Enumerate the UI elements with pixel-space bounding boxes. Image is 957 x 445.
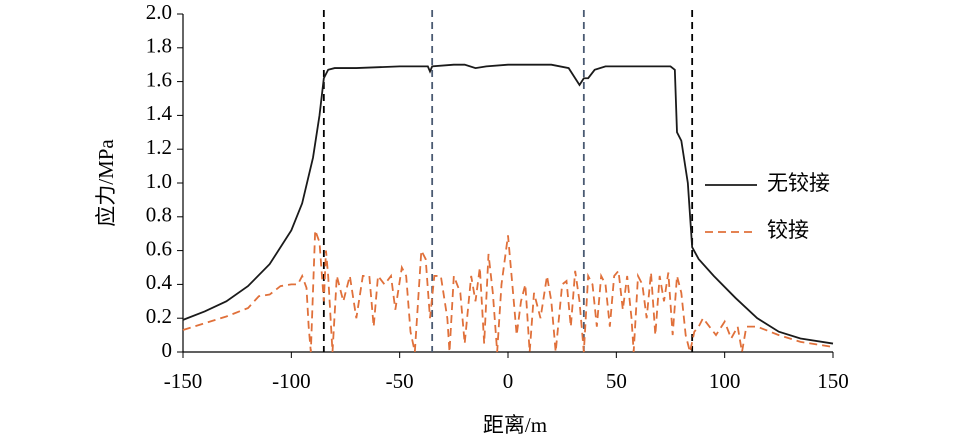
y-axis-label: 应力/MPa (94, 139, 118, 227)
legend-label: 无铰接 (767, 171, 830, 195)
y-tick-label: 1.0 (146, 169, 172, 193)
series-line (182, 230, 834, 353)
y-tick-label: 1.8 (146, 34, 172, 58)
y-tick-label: 0 (162, 338, 173, 362)
y-tick-label: 1.6 (146, 67, 172, 91)
y-tick-label: 2.0 (146, 0, 172, 24)
x-axis-label: 距离/m (483, 413, 547, 437)
x-tick-label: -50 (386, 369, 414, 393)
x-tick-label: 100 (709, 369, 741, 393)
x-tick-label: 0 (503, 369, 514, 393)
y-tick-label: 0.6 (146, 236, 172, 260)
y-tick-label: 0.4 (146, 270, 173, 294)
legend-label: 铰接 (767, 218, 809, 242)
series-line (182, 63, 834, 345)
y-tick-label: 1.2 (146, 135, 172, 159)
x-tick-label: 150 (817, 369, 849, 393)
x-tick-label: 50 (606, 369, 627, 393)
y-tick-label: 0.8 (146, 203, 172, 227)
x-tick-label: -150 (164, 369, 203, 393)
y-tick-label: 1.4 (146, 101, 173, 125)
y-tick-label: 0.2 (146, 304, 172, 328)
x-tick-label: -100 (272, 369, 311, 393)
